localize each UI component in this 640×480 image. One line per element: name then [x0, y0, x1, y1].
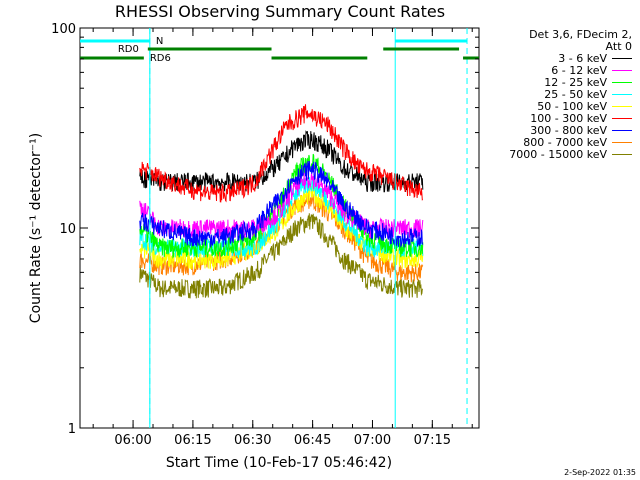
rd6-label: RD6	[150, 53, 171, 64]
series-line	[139, 184, 424, 270]
legend-entry: 12 - 25 keV	[544, 75, 632, 89]
legend-swatch	[612, 129, 632, 131]
y-tick-label: 100	[51, 22, 76, 37]
legend-label: 7000 - 15000 keV	[509, 147, 607, 161]
night-label: N	[156, 36, 163, 47]
legend-swatch	[612, 117, 632, 119]
x-axis-label: Start Time (10-Feb-17 05:46:42)	[166, 455, 392, 471]
x-tick-label: 07:00	[354, 433, 391, 448]
chart-title: RHESSI Observing Summary Count Rates	[115, 2, 445, 21]
legend-label: 3 - 6 keV	[558, 51, 607, 65]
legend-label: 12 - 25 keV	[544, 75, 607, 89]
legend-swatch	[612, 69, 632, 71]
series-line	[139, 160, 424, 248]
legend-entry: 3 - 6 keV	[558, 51, 632, 65]
legend-entry: 100 - 300 keV	[530, 111, 632, 125]
legend-swatch	[612, 105, 632, 107]
rd0-label: RD0	[118, 44, 139, 55]
legend-entry: 800 - 7000 keV	[523, 135, 632, 149]
legend-label: 300 - 800 keV	[530, 123, 607, 137]
legend-label: 800 - 7000 keV	[523, 135, 607, 149]
y-tick-label: 1	[68, 422, 76, 437]
series-line	[139, 130, 424, 193]
series-line	[139, 213, 424, 299]
x-tick-label: 06:30	[234, 433, 271, 448]
legend-swatch	[612, 81, 632, 83]
x-tick-label: 06:15	[174, 433, 211, 448]
date-stamp: 2-Sep-2022 01:35	[564, 468, 636, 477]
legend-label: 6 - 12 keV	[551, 63, 607, 77]
legend-swatch	[612, 93, 632, 95]
legend-header: Att 0	[605, 39, 632, 53]
legend-entry: 300 - 800 keV	[530, 123, 632, 137]
legend-label: 100 - 300 keV	[530, 111, 607, 125]
legend-swatch	[612, 57, 632, 59]
series-line	[139, 104, 424, 203]
x-tick-label: 07:15	[414, 433, 451, 448]
y-tick-label: 10	[59, 222, 76, 237]
legend-header: Det 3,6, FDecim 2,	[529, 27, 632, 41]
legend-label: 50 - 100 keV	[537, 99, 607, 113]
legend-entry: 7000 - 15000 keV	[509, 147, 632, 161]
legend-swatch	[612, 153, 632, 155]
x-tick-label: 06:00	[114, 433, 151, 448]
legend-entry: 6 - 12 keV	[551, 63, 632, 77]
y-axis-label: Count Rate (s⁻¹ detector⁻¹)	[28, 133, 44, 323]
legend-entry: 25 - 50 keV	[544, 87, 632, 101]
legend-swatch	[612, 141, 632, 143]
legend-label: 25 - 50 keV	[544, 87, 607, 101]
x-tick-label: 06:45	[294, 433, 331, 448]
legend-entry: 50 - 100 keV	[537, 99, 632, 113]
